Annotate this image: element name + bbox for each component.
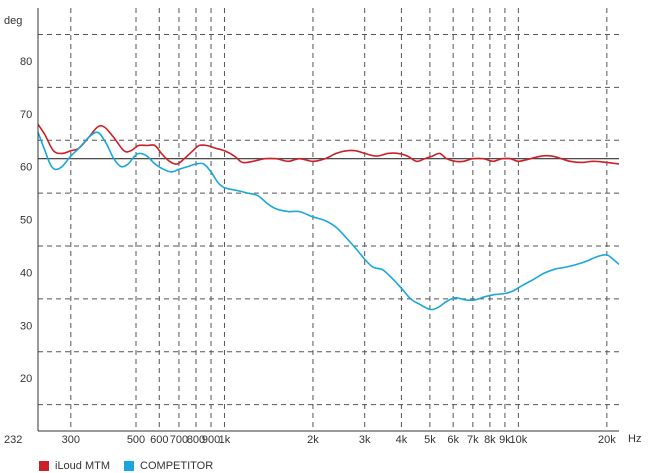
legend: iLoud MTM COMPETITOR: [39, 459, 227, 473]
x-tick-label: 6k: [447, 434, 459, 446]
grid: [38, 8, 619, 431]
x-tick-label: 900: [202, 434, 220, 446]
x-tick-label: 8k: [484, 434, 496, 446]
legend-swatch-competitor: [124, 461, 135, 471]
x-tick-label: 7k: [467, 434, 479, 446]
x-tick-label: 4k: [396, 434, 408, 446]
x-tick-label: 20k: [598, 434, 616, 446]
x-tick-label: 232: [4, 434, 22, 446]
x-tick-label: 2k: [307, 434, 319, 446]
x-tick-label: 3k: [359, 434, 371, 446]
x-axis-unit-label: Hz: [628, 433, 641, 445]
x-tick-label: 700: [170, 434, 188, 446]
series-layer: [37, 123, 620, 311]
y-tick-label: 80: [20, 56, 32, 68]
y-tick-label: 40: [20, 267, 32, 279]
x-tick-label: 1k: [219, 434, 231, 446]
series-line-competitor: [37, 131, 620, 311]
x-tick-label: 600: [150, 434, 168, 446]
x-tick-label: 5k: [424, 434, 436, 446]
legend-item-iloud: iLoud MTM: [39, 460, 110, 472]
x-tick-label: 500: [127, 434, 145, 446]
y-tick-label: 50: [20, 215, 32, 227]
x-tick-label: 800: [187, 434, 205, 446]
x-tick-label: 9k: [499, 434, 511, 446]
x-tick-label: 300: [62, 434, 80, 446]
series-line-iloud-mtm: [37, 123, 620, 165]
legend-item-competitor: COMPETITOR: [124, 460, 213, 472]
y-tick-label: 20: [20, 373, 32, 385]
x-tick-label: 10k: [509, 434, 527, 446]
y-tick-label: 60: [20, 162, 32, 174]
y-axis-label: deg: [4, 15, 22, 27]
legend-swatch-iloud: [39, 461, 49, 471]
legend-label-competitor: COMPETITOR: [140, 460, 214, 472]
legend-label-iloud: iLoud MTM: [55, 460, 111, 472]
y-tick-label: 70: [20, 109, 32, 121]
y-tick-label: 30: [20, 320, 32, 332]
